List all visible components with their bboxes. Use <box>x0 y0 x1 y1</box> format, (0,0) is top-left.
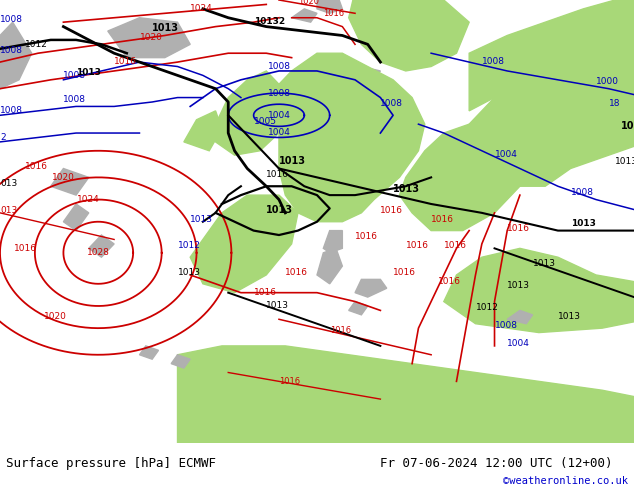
Text: 1024: 1024 <box>77 195 100 204</box>
Text: 1008: 1008 <box>380 99 403 108</box>
Polygon shape <box>469 0 634 111</box>
Text: 1008: 1008 <box>63 71 86 79</box>
Text: 1016: 1016 <box>355 232 378 242</box>
Polygon shape <box>342 67 380 93</box>
Polygon shape <box>399 124 533 231</box>
Text: 1013: 1013 <box>190 215 213 224</box>
Polygon shape <box>279 53 425 221</box>
Text: 1013: 1013 <box>393 184 420 194</box>
Polygon shape <box>108 18 190 58</box>
Polygon shape <box>323 231 342 253</box>
Text: 1016: 1016 <box>393 268 416 277</box>
Text: 1008: 1008 <box>0 106 23 115</box>
Polygon shape <box>349 301 368 315</box>
Text: 1016: 1016 <box>431 215 454 224</box>
Text: 1016: 1016 <box>380 206 403 215</box>
Text: 1005: 1005 <box>254 117 276 126</box>
Polygon shape <box>51 169 89 195</box>
Text: 1020: 1020 <box>139 33 162 42</box>
Polygon shape <box>89 235 114 257</box>
Text: 1016: 1016 <box>25 162 48 171</box>
Text: Fr 07-06-2024 12:00 UTC (12+00): Fr 07-06-2024 12:00 UTC (12+00) <box>380 458 613 470</box>
Text: ©weatheronline.co.uk: ©weatheronline.co.uk <box>503 476 628 486</box>
Text: 10132: 10132 <box>254 17 285 26</box>
Text: 1028: 1028 <box>87 248 110 257</box>
Polygon shape <box>469 44 634 186</box>
Text: 1004: 1004 <box>268 128 290 137</box>
Polygon shape <box>355 279 387 297</box>
Text: 1016: 1016 <box>266 171 289 179</box>
Polygon shape <box>216 71 285 155</box>
Text: 1016: 1016 <box>279 377 300 386</box>
Text: 1004: 1004 <box>495 150 517 159</box>
Polygon shape <box>317 0 342 13</box>
Text: 1016: 1016 <box>330 326 351 336</box>
Polygon shape <box>178 346 634 443</box>
Polygon shape <box>184 111 222 151</box>
Text: 1020: 1020 <box>44 312 67 321</box>
Text: 1012: 1012 <box>178 242 200 250</box>
Text: 1008: 1008 <box>63 95 86 104</box>
Text: 1016: 1016 <box>444 242 467 250</box>
Text: 1008: 1008 <box>482 57 505 66</box>
Text: 1013: 1013 <box>266 301 289 310</box>
Polygon shape <box>171 355 190 368</box>
Text: 1013: 1013 <box>615 157 634 166</box>
Text: 1013: 1013 <box>76 69 101 77</box>
Text: 1012: 1012 <box>25 40 48 49</box>
Polygon shape <box>139 346 158 359</box>
Text: 1013: 1013 <box>507 281 530 290</box>
Text: 1004: 1004 <box>268 111 290 120</box>
Text: 1013: 1013 <box>533 259 555 268</box>
Text: 1016: 1016 <box>437 277 460 286</box>
Polygon shape <box>317 248 342 284</box>
Polygon shape <box>507 311 533 324</box>
Text: 1020: 1020 <box>52 173 75 182</box>
Text: 1008: 1008 <box>495 321 517 330</box>
Text: 1008: 1008 <box>0 15 23 24</box>
Text: 1016: 1016 <box>14 244 37 253</box>
Polygon shape <box>444 248 634 333</box>
Polygon shape <box>63 204 89 231</box>
Text: 1016: 1016 <box>114 57 137 66</box>
Text: 013: 013 <box>0 206 17 215</box>
Polygon shape <box>190 195 298 293</box>
Text: 1008: 1008 <box>571 188 593 197</box>
Text: 1008: 1008 <box>268 89 290 98</box>
Text: 18: 18 <box>609 99 620 108</box>
Text: 1013: 1013 <box>152 23 179 33</box>
Text: 1004: 1004 <box>507 339 530 348</box>
Text: 1020: 1020 <box>298 0 319 6</box>
Text: 1013: 1013 <box>178 268 200 277</box>
Text: 1016: 1016 <box>323 8 344 18</box>
Text: 1016: 1016 <box>507 223 530 233</box>
Polygon shape <box>0 22 32 89</box>
Text: 1016: 1016 <box>254 288 276 297</box>
Text: 1013: 1013 <box>266 205 294 215</box>
Text: 013: 013 <box>0 179 17 188</box>
Text: 1008: 1008 <box>0 46 23 55</box>
Text: 2: 2 <box>0 133 6 142</box>
Text: 1008: 1008 <box>268 62 290 71</box>
Text: 1016: 1016 <box>406 242 429 250</box>
Text: 1000: 1000 <box>596 77 619 86</box>
Polygon shape <box>349 0 469 71</box>
Text: 1016: 1016 <box>285 268 308 277</box>
Text: 1013: 1013 <box>558 312 581 321</box>
Text: 1024: 1024 <box>190 4 213 13</box>
Text: 1013: 1013 <box>279 156 306 166</box>
Text: Surface pressure [hPa] ECMWF: Surface pressure [hPa] ECMWF <box>6 458 216 470</box>
Text: 1012: 1012 <box>476 303 498 313</box>
Polygon shape <box>292 9 317 22</box>
Text: 1013: 1013 <box>621 121 634 131</box>
Text: 1013: 1013 <box>571 219 595 228</box>
